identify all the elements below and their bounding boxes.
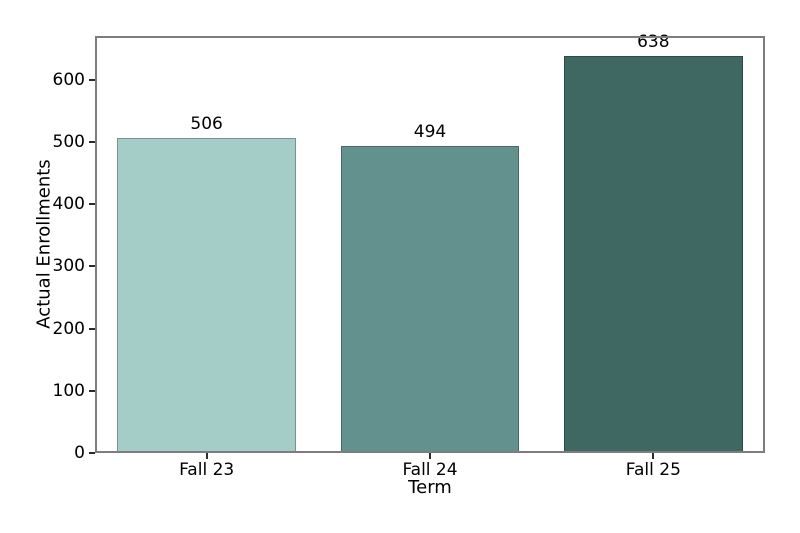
bar-value-label: 494 (413, 121, 447, 142)
y-tick-label: 100 (52, 380, 85, 401)
bar-value-label: 506 (190, 114, 223, 135)
y-tick-mark (89, 78, 95, 81)
x-axis-label: Term (408, 477, 452, 498)
bar-value-label: 638 (637, 31, 670, 52)
bar-fall-25 (564, 55, 743, 453)
y-tick-label: 200 (52, 318, 85, 339)
y-tick-label: 600 (52, 69, 85, 90)
bar-fall-23 (117, 138, 296, 453)
y-tick-label: 400 (52, 194, 85, 215)
y-tick-mark (89, 140, 95, 143)
y-tick-mark (89, 265, 95, 268)
x-tick-mark (652, 453, 655, 459)
y-axis-label: Actual Enrollments (33, 159, 55, 329)
x-tick-mark (205, 453, 208, 459)
x-tick-mark (429, 453, 431, 459)
x-tick-label: Fall 23 (179, 460, 235, 480)
x-tick-label: Fall 25 (625, 460, 681, 480)
x-tick-label: Fall 24 (402, 460, 458, 480)
y-tick-mark (89, 327, 95, 330)
y-tick-mark (89, 452, 95, 454)
y-tick-mark (89, 203, 95, 206)
y-tick-label: 0 (74, 443, 85, 463)
y-tick-label: 500 (52, 131, 85, 152)
y-tick-mark (89, 389, 95, 392)
y-tick-label: 300 (52, 256, 85, 277)
bar-fall-24 (340, 145, 520, 453)
